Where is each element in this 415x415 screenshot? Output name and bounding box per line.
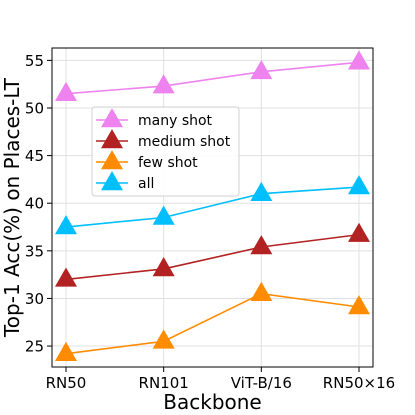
data-point-triangle <box>250 235 273 255</box>
y-tick-label: 35 <box>25 242 44 260</box>
data-point-triangle <box>55 215 77 235</box>
series-line <box>65 233 360 281</box>
x-tick-label: RN50×16 <box>323 374 395 392</box>
y-axis-title: Top-1 Acc(%) on Places-LT <box>0 77 24 338</box>
data-point-triangle <box>152 205 175 225</box>
y-tick-label: 25 <box>25 338 44 356</box>
y-tick-label: 45 <box>25 147 44 165</box>
legend: many shot medium shot few shot all <box>91 106 240 197</box>
series-lines <box>65 61 360 355</box>
legend-box <box>91 106 240 197</box>
data-point-triangle <box>152 74 175 94</box>
series-line <box>65 292 360 355</box>
legend-label: medium shot <box>138 134 231 150</box>
data-point-triangle <box>55 267 77 287</box>
y-tick-label: 50 <box>25 99 44 117</box>
legend-marker-triangle <box>101 150 123 170</box>
x-axis-title: Backbone <box>163 390 261 414</box>
data-point-triangle <box>152 257 175 277</box>
y-axis-ticks: 25 30 35 40 45 50 55 <box>25 52 52 356</box>
grid-lines <box>52 48 373 367</box>
y-tick-label: 30 <box>25 290 44 308</box>
data-point-triangle <box>250 281 273 301</box>
data-point-triangle <box>152 329 175 349</box>
legend-label: few shot <box>138 155 198 171</box>
legend-label: all <box>138 176 154 192</box>
series-line <box>65 186 360 228</box>
data-point-triangle <box>250 59 273 80</box>
legend-label: many shot <box>138 113 213 129</box>
data-point-triangle <box>348 175 370 195</box>
y-tick-label: 55 <box>25 52 44 70</box>
data-point-triangle <box>348 50 370 70</box>
data-point-triangle <box>348 295 370 315</box>
y-tick-label: 40 <box>25 195 44 213</box>
plot-frame <box>51 47 374 368</box>
series-line <box>65 61 360 95</box>
legend-marker-triangle <box>101 108 123 128</box>
x-tick-label: ViT-B/16 <box>231 374 292 392</box>
data-point-triangle <box>55 81 77 101</box>
data-point-triangle <box>55 341 77 361</box>
legend-marker-triangle <box>101 171 123 191</box>
data-point-triangle <box>250 181 273 201</box>
legend-marker-triangle <box>101 129 123 149</box>
x-axis-ticks: RN50 RN101 ViT-B/16 RN50×16 <box>46 367 395 392</box>
x-tick-label: RN50 <box>46 374 87 392</box>
series-markers <box>55 50 370 361</box>
x-tick-label: RN101 <box>139 374 189 392</box>
data-point-triangle <box>348 222 370 242</box>
